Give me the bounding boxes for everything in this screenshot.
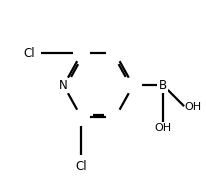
Text: Cl: Cl: [23, 47, 35, 60]
Text: B: B: [159, 79, 167, 92]
Text: Cl: Cl: [76, 160, 87, 173]
Text: N: N: [59, 79, 68, 92]
Text: OH: OH: [185, 102, 202, 112]
Text: OH: OH: [155, 123, 172, 133]
